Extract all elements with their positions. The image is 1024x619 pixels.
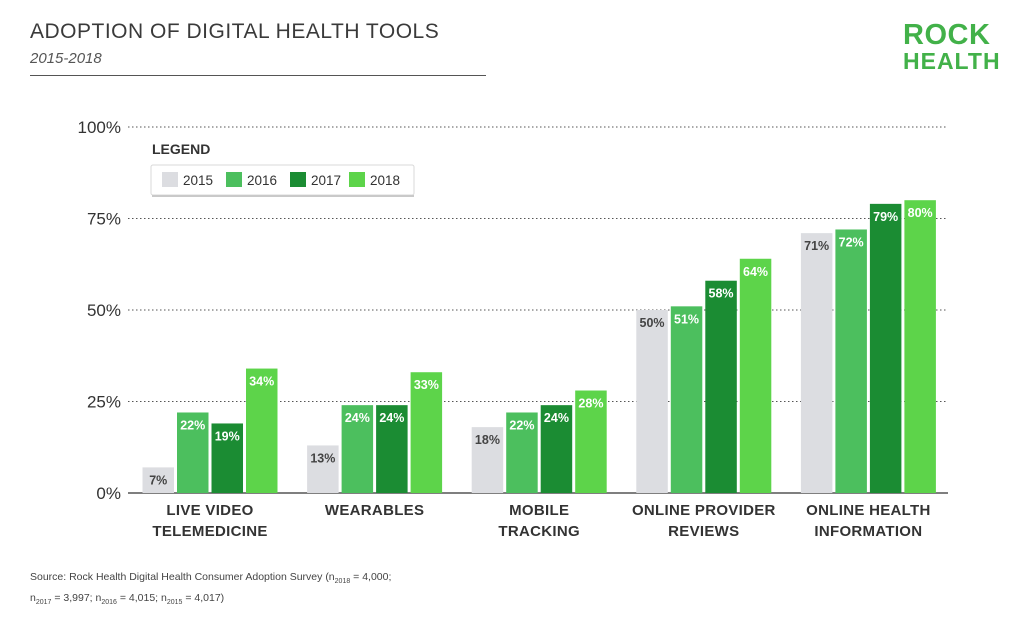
data-label: 71% bbox=[804, 239, 829, 253]
y-tick-label: 25% bbox=[87, 393, 121, 412]
category-label: TELEMEDICINE bbox=[152, 523, 267, 540]
title-divider bbox=[30, 75, 486, 76]
data-label: 28% bbox=[578, 397, 603, 411]
data-label: 50% bbox=[640, 316, 665, 330]
data-label: 72% bbox=[839, 235, 864, 249]
data-label: 18% bbox=[475, 433, 500, 447]
data-label: 64% bbox=[743, 265, 768, 279]
bar-2016 bbox=[177, 412, 209, 493]
category-label: MOBILE bbox=[509, 502, 569, 519]
category-label: REVIEWS bbox=[668, 523, 739, 540]
data-label: 34% bbox=[249, 375, 274, 389]
chart-subtitle: 2015-2018 bbox=[30, 50, 102, 67]
bar-2016 bbox=[670, 306, 703, 493]
category-label: ONLINE HEALTH bbox=[806, 502, 930, 519]
bar-2017 bbox=[869, 203, 902, 494]
legend-title: LEGEND bbox=[152, 141, 210, 157]
legend-label-2016: 2016 bbox=[247, 173, 277, 188]
category-label: INFORMATION bbox=[814, 523, 922, 540]
data-label: 51% bbox=[674, 312, 699, 326]
bar-2017 bbox=[705, 280, 737, 493]
bar-2016 bbox=[341, 405, 374, 493]
bar-2018 bbox=[246, 368, 278, 493]
data-label: 58% bbox=[709, 287, 734, 301]
legend-label-2018: 2018 bbox=[370, 173, 400, 188]
bar-2015 bbox=[636, 310, 668, 493]
footnote-line-2: n2017 = 3,997; n2016 = 4,015; n2015 = 4,… bbox=[30, 592, 225, 607]
y-tick-label: 0% bbox=[96, 484, 121, 503]
rock-health-logo: ROCK HEALTH bbox=[903, 19, 1001, 75]
data-label: 24% bbox=[544, 411, 569, 425]
data-label: 13% bbox=[310, 451, 335, 465]
legend-swatch-2016 bbox=[226, 172, 242, 187]
bar-2015 bbox=[142, 467, 174, 493]
y-tick-label: 100% bbox=[78, 118, 121, 137]
bar-2018 bbox=[904, 200, 936, 493]
bar-2015 bbox=[800, 233, 833, 493]
bar-2016 bbox=[835, 229, 867, 494]
legend-swatch-2017 bbox=[290, 172, 306, 187]
bar-2015 bbox=[471, 427, 504, 493]
bar-2018 bbox=[410, 372, 443, 493]
data-label: 22% bbox=[180, 418, 205, 432]
y-tick-label: 75% bbox=[87, 210, 121, 229]
bar-2017 bbox=[376, 405, 408, 493]
logo-line-1: ROCK bbox=[903, 19, 991, 51]
bar-2018 bbox=[575, 390, 607, 493]
data-label: 80% bbox=[908, 206, 933, 220]
data-label: 19% bbox=[215, 429, 240, 443]
category-label: TRACKING bbox=[498, 523, 580, 540]
bar-2017 bbox=[540, 405, 573, 493]
category-label: LIVE VIDEO bbox=[166, 502, 253, 519]
legend-label-2017: 2017 bbox=[311, 173, 341, 188]
data-label: 24% bbox=[345, 411, 370, 425]
data-label: 22% bbox=[509, 418, 534, 432]
chart-title: ADOPTION OF DIGITAL HEALTH TOOLS bbox=[30, 20, 440, 43]
bar-2015 bbox=[307, 445, 339, 493]
footnote-line-1: Source: Rock Health Digital Health Consu… bbox=[30, 571, 392, 586]
legend-swatch-2018 bbox=[349, 172, 365, 187]
bar-2016 bbox=[506, 412, 538, 493]
legend-label-2015: 2015 bbox=[183, 173, 213, 188]
data-label: 24% bbox=[379, 411, 404, 425]
logo-line-2: HEALTH bbox=[903, 48, 1001, 74]
y-tick-label: 50% bbox=[87, 301, 121, 320]
source-footnote: Source: Rock Health Digital Health Consu… bbox=[30, 569, 391, 611]
data-label: 33% bbox=[414, 378, 439, 392]
category-label: WEARABLES bbox=[325, 502, 424, 519]
data-label: 79% bbox=[873, 210, 898, 224]
data-label: 7% bbox=[149, 473, 167, 487]
legend-swatch-2015 bbox=[162, 172, 178, 187]
bar-2018 bbox=[739, 258, 772, 493]
category-label: ONLINE PROVIDER bbox=[632, 502, 776, 519]
bar-2017 bbox=[211, 423, 243, 493]
